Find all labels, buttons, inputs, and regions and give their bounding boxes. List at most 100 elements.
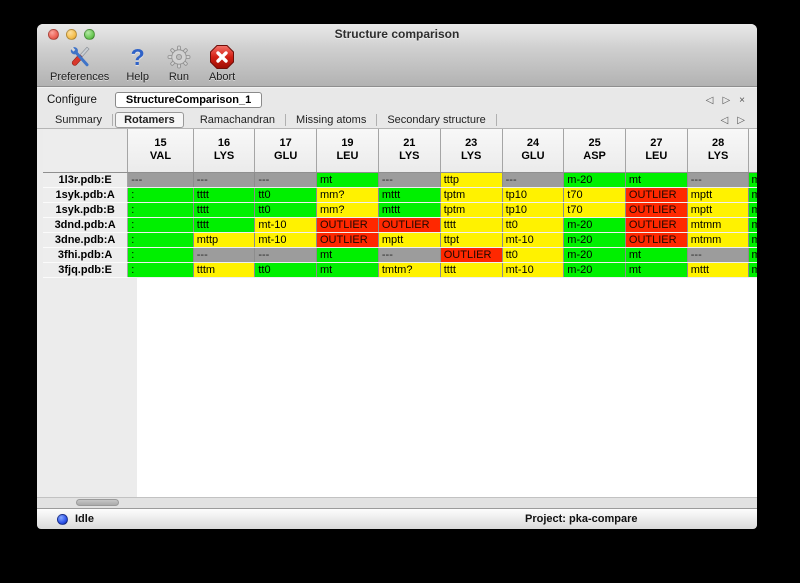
rotamer-cell[interactable]: OUTLIER [625, 217, 688, 233]
rotamer-cell[interactable]: mt [625, 247, 688, 263]
minimize-window-button[interactable] [66, 29, 77, 40]
row-label[interactable]: 3fjq.pdb:E [43, 261, 129, 278]
rotamer-cell[interactable]: : [127, 232, 194, 248]
rotamer-cell[interactable]: OUTLIER [625, 232, 688, 248]
rotamer-cell[interactable]: m-20 [563, 217, 626, 233]
configuration-name-tab[interactable]: StructureComparison_1 [114, 92, 263, 108]
rotamer-cell[interactable]: --- [378, 172, 441, 188]
rotamer-cell[interactable]: tttp [440, 172, 503, 188]
rotamer-cell[interactable]: tptm [440, 202, 503, 218]
tab-rotamers[interactable]: Rotamers [115, 112, 184, 128]
rotamer-cell[interactable]: tp10 [502, 187, 565, 203]
tab-summary[interactable]: Summary [45, 114, 114, 126]
rotamer-cell[interactable]: : [127, 217, 194, 233]
rotamer-cell[interactable]: --- [193, 247, 256, 263]
rotamer-cell[interactable]: tt0 [254, 262, 317, 278]
horizontal-scrollbar[interactable] [37, 497, 757, 508]
row-label[interactable]: 3dne.pdb:A [43, 231, 129, 248]
rotamer-cell[interactable]: mttt [378, 202, 441, 218]
tabs-scroll-right-icon[interactable]: ▷ [737, 114, 745, 126]
rotamer-cell[interactable]: tmtm? [378, 262, 441, 278]
rotamer-cell[interactable]: mt [625, 262, 688, 278]
tab-secondary-structure[interactable]: Secondary structure [377, 114, 497, 126]
zoom-window-button[interactable] [84, 29, 95, 40]
rotamer-cell[interactable]: tttt [193, 187, 256, 203]
rotamer-cell[interactable]: mttt [687, 262, 750, 278]
column-header[interactable]: 16 LYS [193, 129, 256, 173]
run-button[interactable]: Run [166, 44, 192, 83]
rotamer-cell[interactable]: mptt [378, 232, 441, 248]
scroll-right-icon[interactable]: ▷ [722, 94, 731, 106]
tabs-scroll-left-icon[interactable]: ◁ [720, 114, 729, 126]
column-header[interactable]: 25 ASP [563, 129, 626, 173]
rotamer-cell[interactable]: mt-10 [254, 232, 317, 248]
rotamer-cell[interactable]: tt0 [502, 217, 565, 233]
rotamer-cell[interactable]: --- [502, 172, 565, 188]
rotamer-cell[interactable]: --- [687, 247, 750, 263]
rotamer-cell[interactable]: mt-10 [254, 217, 317, 233]
rotamer-cell[interactable]: --- [378, 247, 441, 263]
rotamer-cell[interactable]: mt [316, 172, 379, 188]
rotamer-cell[interactable]: --- [193, 172, 256, 188]
column-header[interactable]: 24 GLU [502, 129, 565, 173]
rotamer-cell[interactable]: mt [316, 262, 379, 278]
horizontal-scrollbar-thumb[interactable] [76, 499, 119, 506]
rotamer-cell[interactable]: mttp [193, 232, 256, 248]
preferences-button[interactable]: Preferences [50, 44, 109, 83]
rotamer-cell[interactable]: mt-10 [502, 262, 565, 278]
row-label[interactable]: 3dnd.pdb:A [43, 216, 129, 233]
close-configuration-icon[interactable]: × [739, 94, 745, 106]
rotamer-cell[interactable]: m-20 [563, 247, 626, 263]
rotamer-cell[interactable]: OUTLIER [316, 232, 379, 248]
column-header[interactable]: 21 LYS [378, 129, 441, 173]
rotamer-cell[interactable]: tt0 [254, 202, 317, 218]
rotamer-cell[interactable]: mt [625, 172, 688, 188]
rotamer-cell[interactable]: : [127, 247, 194, 263]
rotamer-cell[interactable]: m [748, 187, 757, 203]
rotamer-cell[interactable]: m [748, 247, 757, 263]
rotamer-cell[interactable]: tttt [193, 202, 256, 218]
rotamer-cell[interactable]: tttm [193, 262, 256, 278]
rotamer-cell[interactable]: m [748, 262, 757, 278]
row-label[interactable]: 3fhi.pdb:A [43, 246, 129, 263]
help-button[interactable]: ? Help [126, 44, 149, 83]
abort-button[interactable]: Abort [209, 44, 235, 83]
rotamer-cell[interactable]: tt0 [502, 247, 565, 263]
rotamer-cell[interactable]: mt-10 [502, 232, 565, 248]
rotamer-cell[interactable]: OUTLIER [316, 217, 379, 233]
rotamer-cell[interactable]: mptt [687, 202, 750, 218]
rotamer-cell[interactable]: t70 [563, 187, 626, 203]
row-label[interactable]: 1l3r.pdb:E [43, 171, 129, 188]
rotamer-cell[interactable]: --- [687, 172, 750, 188]
rotamer-cell[interactable]: OUTLIER [378, 217, 441, 233]
rotamer-cell[interactable]: mt [316, 247, 379, 263]
column-header[interactable]: 27 LEU [625, 129, 688, 173]
rotamer-cell[interactable]: tttt [440, 262, 503, 278]
rotamer-cell[interactable]: --- [254, 172, 317, 188]
rotamer-cell[interactable]: m [748, 217, 757, 233]
rotamer-cell[interactable]: mtmm [687, 232, 750, 248]
rotamer-cell[interactable]: --- [254, 247, 317, 263]
rotamer-cell[interactable]: tttt [440, 217, 503, 233]
rotamer-cell[interactable]: m-20 [563, 262, 626, 278]
rotamer-cell[interactable]: : [127, 187, 194, 203]
row-label[interactable]: 1syk.pdb:A [43, 186, 129, 203]
rotamer-cell[interactable]: m [748, 232, 757, 248]
rotamer-cell[interactable]: : [127, 202, 194, 218]
rotamer-cell[interactable]: mptt [687, 187, 750, 203]
rotamer-cell[interactable]: tp10 [502, 202, 565, 218]
column-header[interactable] [748, 129, 757, 173]
rotamer-cell[interactable]: mm? [316, 187, 379, 203]
scroll-left-icon[interactable]: ◁ [705, 94, 714, 106]
column-header[interactable]: 17 GLU [254, 129, 317, 173]
rotamer-cell[interactable]: ttpt [440, 232, 503, 248]
tab-missing-atoms[interactable]: Missing atoms [286, 114, 378, 126]
rotamer-cell[interactable]: --- [127, 172, 194, 188]
rotamer-cell[interactable]: OUTLIER [625, 202, 688, 218]
rotamer-cell[interactable]: m [748, 172, 757, 188]
rotamer-cell[interactable]: OUTLIER [625, 187, 688, 203]
rotamer-cell[interactable]: m-20 [563, 172, 626, 188]
column-header[interactable]: 28 LYS [687, 129, 750, 173]
rotamer-cell[interactable]: mm? [316, 202, 379, 218]
rotamer-cell[interactable]: mttt [378, 187, 441, 203]
